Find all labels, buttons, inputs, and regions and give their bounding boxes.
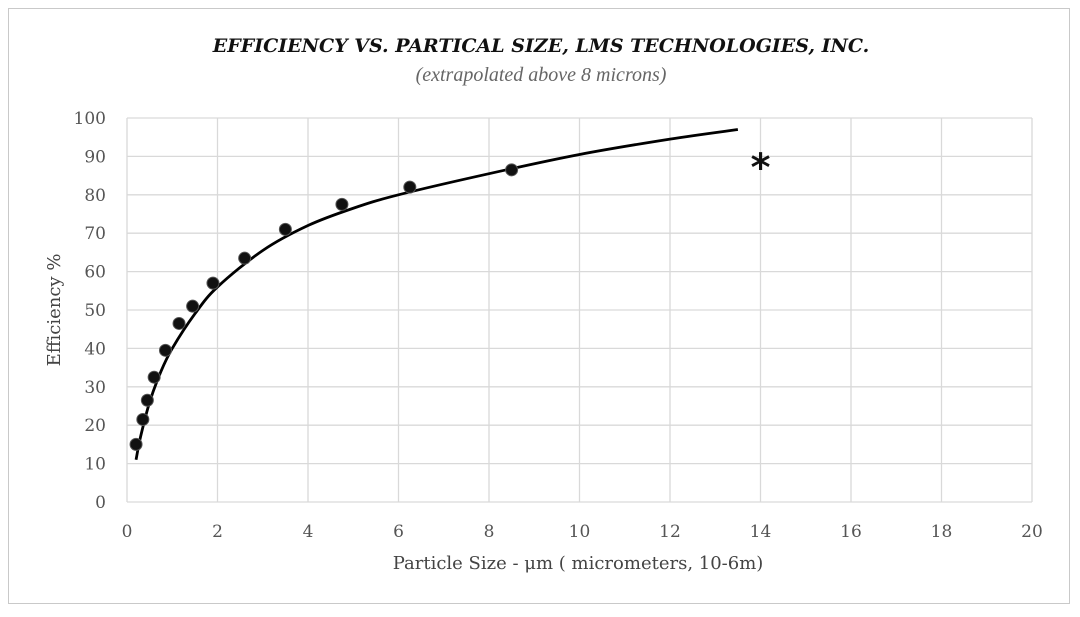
x-tick-label: 10 [569, 522, 591, 542]
y-tick-label: 20 [84, 416, 106, 436]
chart-title: EFFICIENCY VS. PARTICAL SIZE, LMS TECHNO… [212, 35, 869, 57]
y-tick-label: 60 [84, 263, 106, 283]
data-points [129, 163, 519, 451]
x-tick-label: 16 [840, 522, 862, 542]
x-tick-label: 8 [484, 522, 495, 542]
trendline [134, 128, 739, 461]
x-tick-label: 14 [750, 522, 772, 542]
y-tick-label: 30 [84, 378, 106, 398]
y-tick-label: 10 [84, 455, 106, 475]
data-point [278, 222, 292, 236]
data-point [140, 393, 154, 407]
chart-frame [8, 8, 1070, 604]
grid [126, 117, 1033, 503]
x-tick-label: 12 [659, 522, 681, 542]
y-tick-labels: 0 10 20 30 40 50 60 70 80 90 100 [74, 109, 106, 513]
x-tick-label: 18 [931, 522, 953, 542]
y-tick-label: 0 [95, 493, 106, 513]
x-axis-label: Particle Size - μm ( micrometers, 10-6m) [393, 553, 764, 574]
annotation-asterisk: * [751, 145, 771, 189]
data-point [505, 163, 519, 177]
y-tick-label: 50 [84, 301, 106, 321]
data-point [186, 299, 200, 313]
x-tick-label: 0 [122, 522, 133, 542]
data-point [136, 412, 150, 426]
data-point [158, 343, 172, 357]
y-tick-label: 70 [84, 224, 106, 244]
y-axis-label: Efficiency % [44, 254, 65, 367]
x-tick-labels: 0 2 4 6 8 10 12 14 16 18 20 [122, 522, 1043, 542]
x-tick-label: 2 [212, 522, 223, 542]
data-point [238, 251, 252, 265]
y-tick-label: 80 [84, 186, 106, 206]
data-point [335, 197, 349, 211]
y-tick-label: 100 [74, 109, 106, 129]
data-point [172, 316, 186, 330]
data-point [206, 276, 220, 290]
x-tick-label: 6 [393, 522, 404, 542]
data-point [403, 180, 417, 194]
x-tick-label: 20 [1021, 522, 1043, 542]
chart-subtitle: (extrapolated above 8 microns) [416, 64, 667, 86]
y-tick-label: 90 [84, 147, 106, 167]
data-point [129, 437, 143, 451]
x-tick-label: 4 [303, 522, 314, 542]
data-point [147, 370, 161, 384]
y-tick-label: 40 [84, 339, 106, 359]
